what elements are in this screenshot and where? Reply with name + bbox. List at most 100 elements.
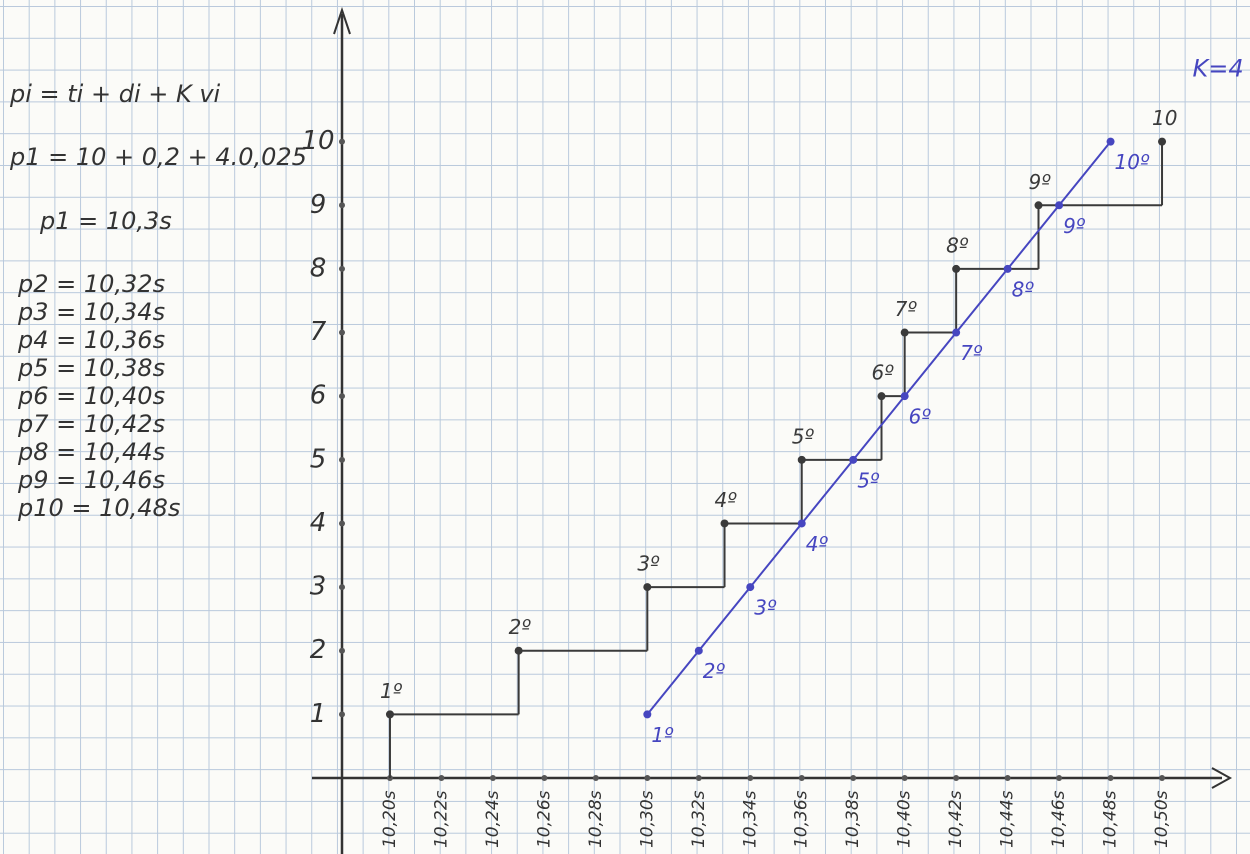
y-tick-label: 6 [310, 381, 327, 411]
point-label: 4º [806, 532, 829, 556]
x-tick-label: 10,30s [637, 790, 657, 848]
note: p1 = 10 + 0,2 + 4.0,025 [9, 143, 307, 171]
point-label: 10 [1152, 106, 1177, 130]
point-label: 5º [857, 468, 880, 492]
y-tick-label: 10 [301, 126, 334, 156]
note: p5 = 10,38s [17, 354, 165, 382]
point [746, 583, 754, 591]
point [643, 583, 651, 591]
x-tick [1005, 775, 1011, 781]
x-tick [438, 775, 444, 781]
note: p10 = 10,48s [17, 494, 180, 522]
point-label: 3º [754, 596, 777, 620]
y-tick [339, 584, 345, 590]
point-label: 1º [651, 723, 674, 747]
y-tick [339, 266, 345, 272]
x-tick [1108, 775, 1114, 781]
point [515, 647, 523, 655]
x-tick-label: 10,20s [380, 790, 400, 848]
x-tick-label: 10,46s [1049, 790, 1069, 848]
point [1035, 201, 1043, 209]
point [901, 329, 909, 337]
point-label: 7º [960, 341, 983, 365]
point-label: 9º [1063, 214, 1086, 238]
x-tick-label: 10,38s [843, 790, 863, 848]
x-tick [644, 775, 650, 781]
y-tick [339, 393, 345, 399]
point-label: 9º [1029, 170, 1052, 194]
point [1158, 138, 1166, 146]
x-tick-label: 10,24s [483, 790, 503, 848]
y-tick-label: 5 [310, 444, 327, 474]
point-label: 2º [509, 615, 532, 639]
x-tick [953, 775, 959, 781]
point [952, 265, 960, 273]
point [695, 647, 703, 655]
x-tick [1159, 775, 1165, 781]
point [643, 710, 651, 718]
x-tick-label: 10,40s [895, 790, 915, 848]
x-tick-label: 10,44s [998, 790, 1018, 848]
x-tick [490, 775, 496, 781]
note: p2 = 10,32s [17, 270, 165, 298]
y-tick-label: 2 [310, 635, 327, 665]
x-tick [747, 775, 753, 781]
y-tick [339, 330, 345, 336]
point [849, 456, 857, 464]
y-tick [339, 711, 345, 717]
x-tick [1056, 775, 1062, 781]
y-tick-label: 7 [310, 317, 327, 347]
y-tick [339, 457, 345, 463]
x-tick [902, 775, 908, 781]
x-tick-label: 10,50s [1152, 790, 1172, 848]
point-label: 7º [895, 297, 918, 321]
note: p3 = 10,34s [17, 298, 165, 326]
y-tick-label: 8 [310, 253, 327, 283]
x-tick-label: 10,42s [946, 790, 966, 848]
x-tick [799, 775, 805, 781]
line [647, 142, 1110, 715]
page: pi = ti + di + K vi p1 = 10 + 0,2 + 4.0,0… [0, 0, 1250, 854]
x-tick-label: 10,28s [586, 790, 606, 848]
y-tick [339, 139, 345, 145]
x-tick [696, 775, 702, 781]
note: p6 = 10,40s [17, 382, 165, 410]
y-tick [339, 520, 345, 526]
x-tick-label: 10,36s [792, 790, 812, 848]
point [386, 710, 394, 718]
point [901, 392, 909, 400]
point-label: 5º [792, 424, 815, 448]
y-tick [339, 202, 345, 208]
notes: pi = ti + di + K vi p1 = 10 + 0,2 + 4.0,0… [9, 80, 307, 522]
point-label: 10º [1115, 150, 1150, 174]
y-tick-label: 4 [310, 508, 327, 538]
point-label: 4º [715, 488, 738, 512]
point [798, 519, 806, 527]
note: pi = ti + di + K vi [9, 80, 221, 108]
point-label: 2º [703, 659, 726, 683]
x-tick [850, 775, 856, 781]
point [798, 456, 806, 464]
point [721, 519, 729, 527]
y-tick-label: 1 [310, 699, 327, 729]
point [952, 329, 960, 337]
x-tick [541, 775, 547, 781]
point-label: 3º [637, 552, 660, 576]
x-tick-label: 10,32s [689, 790, 709, 848]
y-tick [339, 648, 345, 654]
point-label: 8º [1012, 277, 1035, 301]
annotation: K=4 [1193, 55, 1244, 83]
point [1055, 201, 1063, 209]
point-label: 1º [380, 679, 403, 703]
x-tick-label: 10,26s [534, 790, 554, 848]
point [1107, 138, 1115, 146]
x-tick-label: 10,34s [740, 790, 760, 848]
point-label: 6º [872, 361, 895, 385]
x-tick-label: 10,48s [1101, 790, 1121, 848]
point-label: 6º [909, 405, 932, 429]
x-tick [593, 775, 599, 781]
y-tick-label: 3 [310, 572, 327, 602]
point [878, 392, 886, 400]
note: p1 = 10,3s [39, 207, 172, 235]
note: p7 = 10,42s [17, 410, 165, 438]
